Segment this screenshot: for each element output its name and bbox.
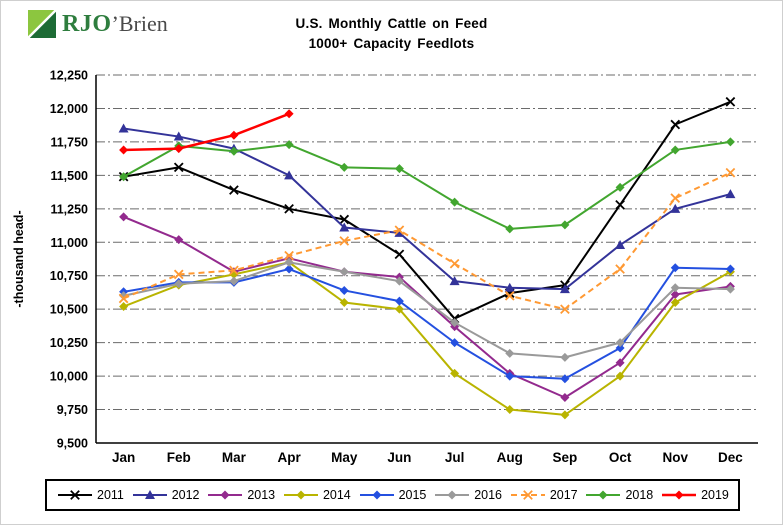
svg-text:12,000: 12,000 [50,102,88,116]
svg-text:11,750: 11,750 [50,135,88,149]
legend-item-2019: 2019 [660,488,729,502]
svg-text:Nov: Nov [662,450,688,465]
legend-key-2013 [208,490,243,500]
legend-label: 2019 [701,488,729,502]
svg-text:Jan: Jan [112,450,135,465]
legend-label: 2014 [322,488,351,502]
chart-title-line2: 1000+ Capacity Feedlots [308,36,475,52]
legend-key-2015 [359,490,394,500]
legend-item-2018: 2018 [584,488,653,502]
svg-text:Jul: Jul [445,450,465,465]
legend-item-2016: 2016 [433,488,502,502]
y-axis-title: -thousand head- [12,210,26,307]
legend-label: 2012 [171,488,200,502]
series-2019 [119,109,294,155]
line-chart: 9,500 9,750 10,000 10,250 10,500 10,750 11,000… [12,69,758,465]
legend-item-2014: 2014 [282,488,351,502]
svg-text:Apr: Apr [277,450,301,465]
series-2012 [118,123,736,294]
svg-text:10,750: 10,750 [50,269,88,283]
legend-item-2015: 2015 [358,488,427,502]
svg-text:9,500: 9,500 [57,437,88,451]
svg-text:Sep: Sep [553,450,578,465]
svg-text:Mar: Mar [222,450,247,465]
chart-title: U.S. Monthly Cattle on Feed 1000+ Capaci… [1,14,782,55]
svg-text:10,000: 10,000 [50,370,88,384]
legend-item-2012: 2012 [131,488,200,502]
legend-key-2014 [283,490,318,500]
svg-text:Dec: Dec [718,450,743,465]
legend-item-2013: 2013 [206,488,275,502]
series-2011 [118,96,736,324]
svg-text:Feb: Feb [167,450,191,465]
rjo-brien-logo: RJO’Brien [27,9,168,39]
legend-key-2016 [435,490,470,500]
legend-key-2012 [132,490,167,499]
svg-text:10,250: 10,250 [50,336,88,350]
legend-key-2011 [58,490,92,500]
svg-text:Oct: Oct [609,450,632,465]
chart-legend: 2011 2012 2013 2014 2015 2016 2017 2018 2019 [45,479,740,511]
legend-label: 2018 [625,488,654,502]
x-axis-labels: Jan Feb Mar Apr May Jun Jul Aug Sep Oct Nov Dec [112,450,743,465]
chart-title-line1: U.S. Monthly Cattle on Feed [295,16,488,31]
gridlines [96,74,758,444]
legend-label: 2011 [97,488,124,502]
legend-label: 2017 [549,488,578,502]
legend-item-2017: 2017 [509,488,578,502]
legend-key-2018 [586,490,621,500]
svg-text:May: May [331,450,358,465]
svg-text:11,500: 11,500 [50,169,88,183]
legend-label: 2015 [398,488,427,502]
svg-text:12,250: 12,250 [50,69,88,83]
logo-text-brien: ’Brien [111,10,168,36]
svg-text:Jun: Jun [387,450,411,465]
legend-label: 2016 [474,488,503,502]
legend-key-2017 [510,490,545,500]
series-2017 [118,167,736,315]
svg-text:10,500: 10,500 [50,303,88,317]
series-2016 [119,257,735,362]
svg-text:11,000: 11,000 [50,236,88,250]
svg-text:Aug: Aug [497,450,523,465]
y-axis-tick-labels: 9,500 9,750 10,000 10,250 10,500 10,750 11,000… [50,69,88,451]
legend-item-2011: 2011 [56,488,124,502]
svg-text:9,750: 9,750 [57,403,88,417]
rjo-brien-logo-text: RJO’Brien [62,11,168,38]
series-2018 [119,137,735,234]
legend-key-2019 [662,490,697,500]
legend-label: 2013 [247,488,276,502]
svg-text:11,250: 11,250 [50,202,88,216]
rjo-brien-logo-icon [27,9,57,39]
logo-text-rjo: RJO [62,10,112,37]
